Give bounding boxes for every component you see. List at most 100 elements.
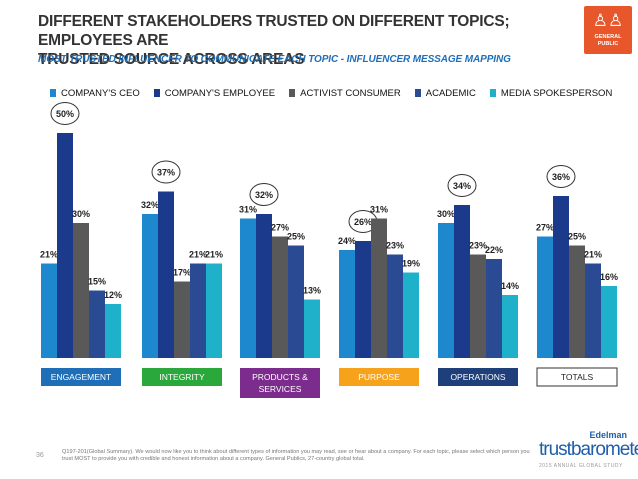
data-label-purpose-company-s-ceo: 24% (338, 236, 356, 246)
legend-label-media-spokesperson: MEDIA SPOKESPERSON (500, 87, 613, 99)
title-line-2: TRUSTED SOURCE ACROSS AREAS (38, 51, 305, 68)
data-label-totals-activist-consumer: 25% (568, 232, 586, 242)
bar-purpose-media-spokesperson (403, 272, 419, 358)
bar-operations-company-s-employee (454, 205, 470, 358)
bar-integrity-company-s-ceo (142, 214, 158, 358)
legend-swatch-company-s-ceo (50, 89, 56, 97)
data-label-engagement-media-spokesperson: 12% (104, 290, 122, 300)
bar-totals-company-s-employee (553, 196, 569, 358)
data-label-integrity-company-s-ceo: 32% (141, 200, 159, 210)
bar-purpose-company-s-ceo (339, 250, 355, 358)
data-label-purpose-academic: 23% (386, 241, 404, 251)
category-label-totals: TOTALS (561, 372, 594, 382)
general-public-badge: ♙♙ GENERAL PUBLIC (584, 6, 632, 54)
legend-swatch-company-s-employee (153, 89, 160, 97)
chart-legend: COMPANY'S CEO COMPANY'S EMPLOYEE ACTIVIST … (50, 86, 626, 100)
bar-operations-activist-consumer (470, 254, 486, 358)
data-label-products-services-company-s-ceo: 31% (239, 205, 257, 215)
data-label-products-services-company-s-employee: 32% (255, 190, 273, 200)
edelman-trustbarometer-logo: Edelman trustbarometer 2015 ANNUAL GLOBA… (535, 430, 638, 476)
bar-purpose-company-s-employee (355, 241, 371, 358)
bar-purpose-academic (387, 254, 403, 358)
category-box-products-services (240, 368, 320, 398)
data-label-integrity-media-spokesperson: 21% (205, 250, 223, 260)
logo-brand: Edelman (589, 430, 627, 440)
data-label-products-services-academic: 25% (287, 232, 305, 242)
bar-engagement-company-s-employee (57, 133, 73, 358)
badge-line-2: PUBLIC (597, 40, 619, 47)
bar-operations-academic (486, 259, 502, 358)
category-label-products-services-line-2: SERVICES (259, 384, 302, 394)
category-label-products-services-line-1: PRODUCTS & (252, 372, 308, 382)
badge-line-1: GENERAL (594, 34, 622, 40)
bar-integrity-media-spokesperson (206, 263, 222, 358)
legend-item-academic: ACADEMIC (414, 88, 476, 99)
category-box-totals (536, 367, 618, 387)
bar-engagement-media-spokesperson (105, 304, 121, 358)
footnote: Q197-201(Global Summary). We would now l… (62, 449, 530, 462)
legend-item-media-spokesperson: MEDIA SPOKESPERSON (489, 87, 613, 99)
bar-totals-media-spokesperson (601, 286, 617, 358)
data-label-operations-activist-consumer: 23% (469, 241, 487, 251)
bar-engagement-activist-consumer (73, 223, 89, 358)
data-label-purpose-media-spokesperson: 19% (402, 259, 420, 269)
bar-products-services-academic (288, 245, 304, 358)
data-label-operations-company-s-employee: 34% (453, 181, 471, 191)
page-title: DIFFERENT STAKEHOLDERS TRUSTED ON DIFFER… (38, 12, 558, 69)
data-label-engagement-company-s-ceo: 21% (40, 250, 58, 260)
highlight-circle-integrity (151, 160, 181, 184)
data-label-engagement-activist-consumer: 30% (72, 209, 90, 219)
data-label-products-services-activist-consumer: 27% (271, 223, 289, 233)
legend-item-company-s-ceo: COMPANY'S CEO (50, 88, 140, 99)
category-box-integrity (142, 368, 222, 386)
data-label-totals-academic: 21% (584, 250, 602, 260)
category-box-purpose (339, 368, 419, 386)
category-box-operations (438, 368, 518, 386)
bar-engagement-academic (89, 290, 105, 358)
bar-operations-company-s-ceo (438, 223, 454, 358)
bar-integrity-academic (190, 263, 206, 358)
data-label-operations-academic: 22% (485, 245, 503, 255)
bar-integrity-activist-consumer (174, 281, 190, 358)
bar-totals-company-s-ceo (537, 236, 553, 358)
bar-engagement-company-s-ceo (41, 263, 57, 358)
legend-item-activist-consumer: ACTIVIST CONSUMER (289, 88, 401, 99)
bar-integrity-company-s-employee (158, 191, 174, 358)
category-label-integrity: INTEGRITY (159, 372, 205, 382)
highlight-circle-operations (447, 174, 477, 197)
data-label-operations-media-spokesperson: 14% (501, 281, 519, 291)
legend-swatch-activist-consumer (289, 89, 296, 97)
highlight-circle-engagement (50, 102, 80, 125)
legend-label-company-s-employee: COMPANY'S EMPLOYEE (164, 87, 276, 99)
data-label-totals-company-s-ceo: 27% (536, 223, 554, 233)
bar-products-services-activist-consumer (272, 236, 288, 358)
category-label-purpose: PURPOSE (358, 372, 400, 382)
category-label-operations: OPERATIONS (450, 372, 505, 382)
legend-label-company-s-ceo: COMPANY'S CEO (61, 87, 140, 99)
legend-label-activist-consumer: ACTIVIST CONSUMER (300, 87, 401, 99)
category-box-engagement (41, 368, 121, 386)
data-label-engagement-academic: 15% (88, 277, 106, 287)
page-number: 36 (36, 452, 44, 459)
bar-operations-media-spokesperson (502, 295, 518, 358)
legend-swatch-academic (414, 89, 421, 97)
chart-subtitle: MOST TRUSTED INFLUENCER TO COMMUNICATE E… (38, 54, 511, 65)
title-line-1: DIFFERENT STAKEHOLDERS TRUSTED ON DIFFER… (38, 13, 510, 49)
bar-products-services-company-s-employee (256, 214, 272, 358)
data-label-integrity-company-s-employee: 37% (157, 168, 175, 178)
logo-tagline: 2015 ANNUAL GLOBAL STUDY (539, 463, 623, 469)
data-label-purpose-company-s-employee: 26% (354, 217, 372, 227)
logo-name: trustbarometer (539, 439, 638, 460)
data-label-totals-media-spokesperson: 16% (600, 272, 618, 282)
people-figures-icon: ♙♙ (592, 11, 624, 30)
data-label-operations-company-s-ceo: 30% (437, 209, 455, 219)
bar-products-services-media-spokesperson (304, 299, 320, 358)
data-label-integrity-academic: 21% (189, 250, 207, 260)
bar-totals-activist-consumer (569, 245, 585, 358)
bar-purpose-activist-consumer (371, 218, 387, 358)
data-label-engagement-company-s-employee: 50% (56, 109, 74, 119)
legend-item-company-s-employee: COMPANY'S EMPLOYEE (153, 87, 276, 99)
data-label-products-services-media-spokesperson: 13% (303, 286, 321, 296)
bar-products-services-company-s-ceo (240, 218, 256, 358)
